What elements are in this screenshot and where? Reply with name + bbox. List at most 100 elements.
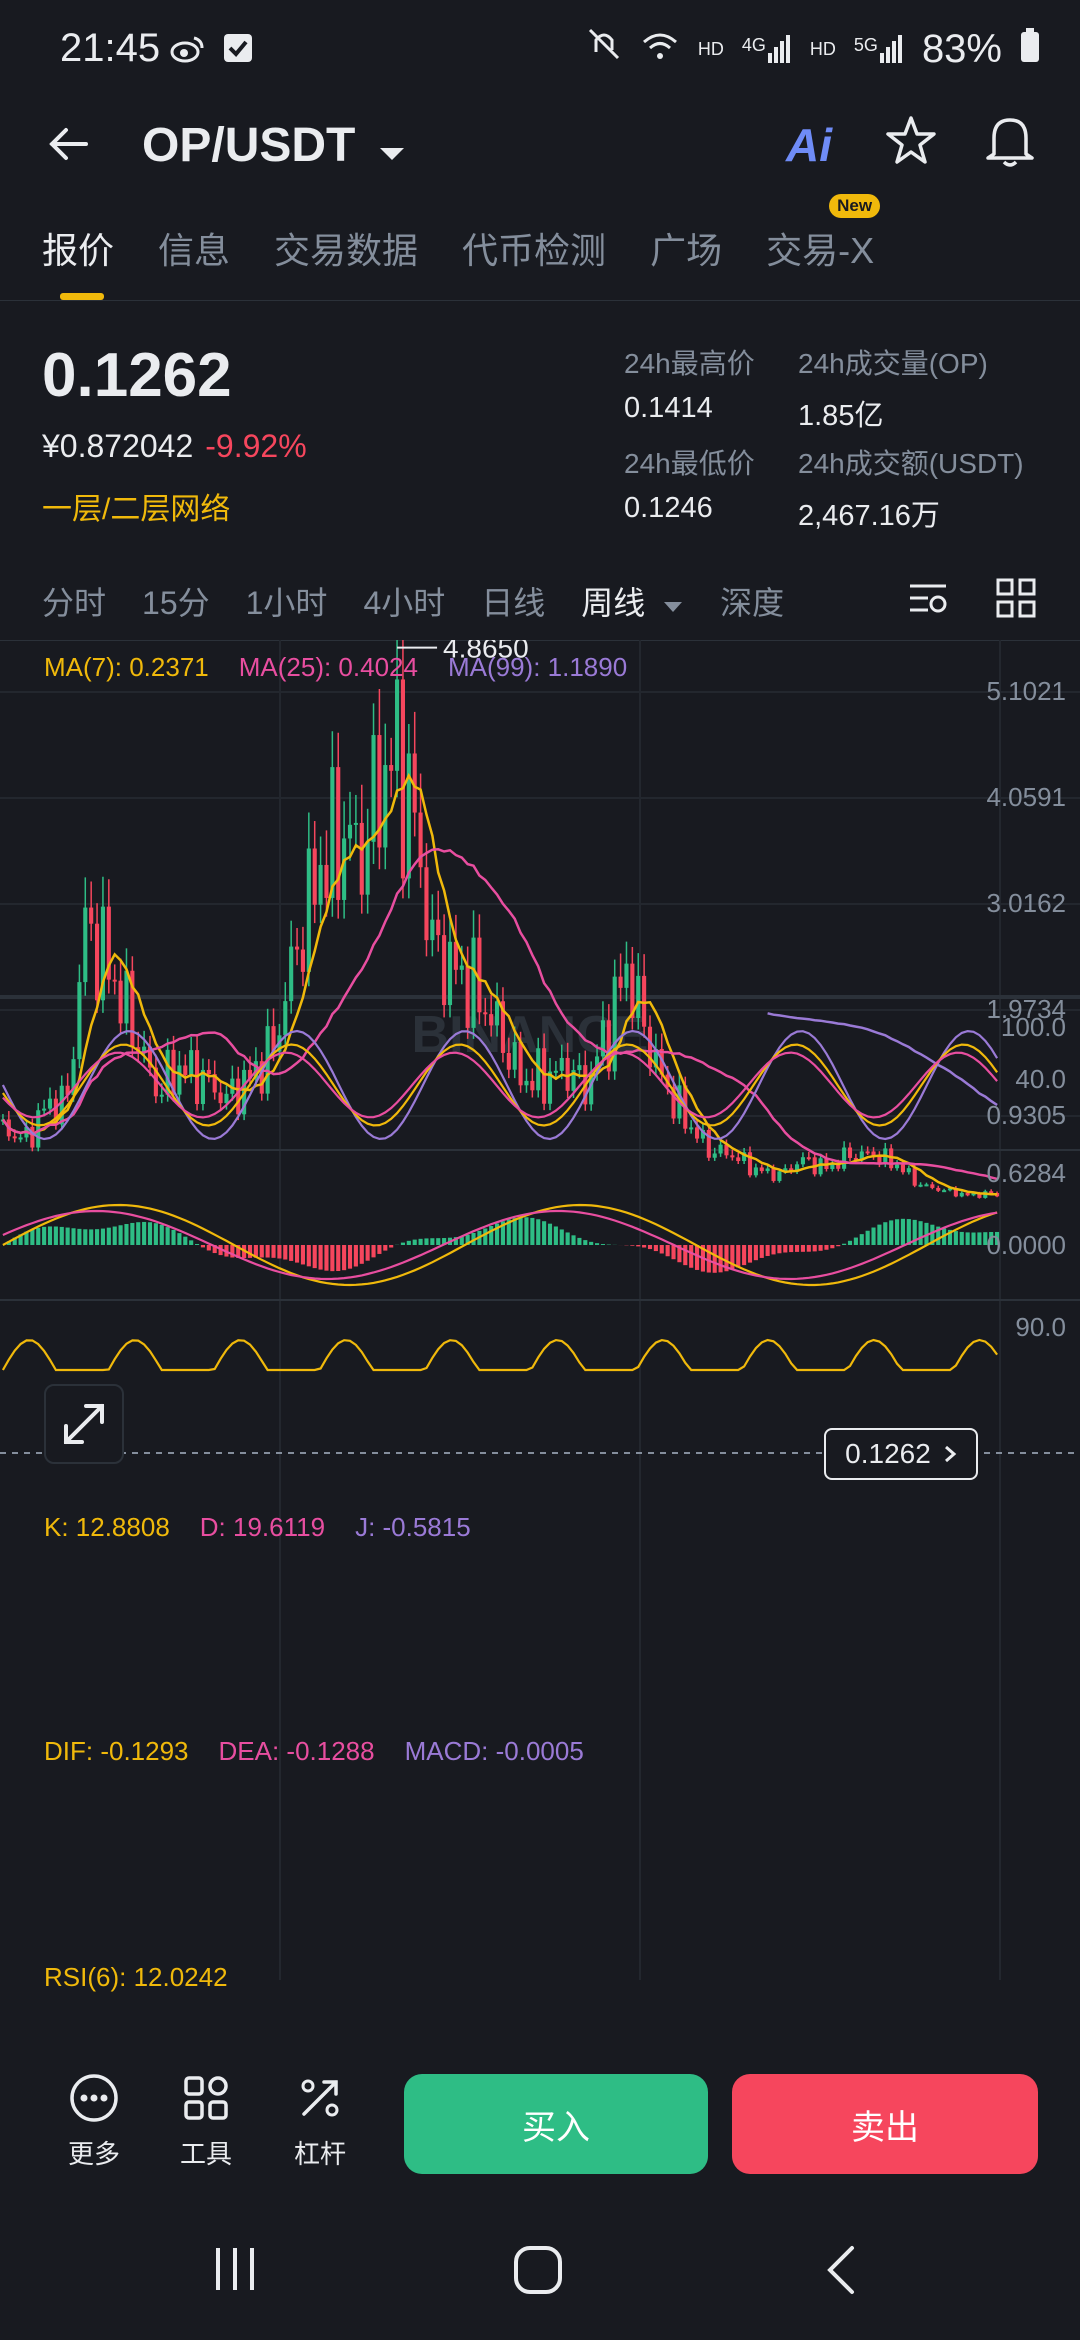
macd-bar: [53, 1226, 58, 1245]
candle-body: [900, 1164, 905, 1173]
interval-timeline[interactable]: 分时: [42, 585, 107, 621]
chart-grid: [0, 640, 1080, 1980]
candle-body: [477, 937, 482, 1013]
candle-body: [42, 1108, 47, 1111]
macd-bar: [824, 1245, 829, 1250]
macd-bar: [142, 1221, 147, 1245]
macd-bar: [47, 1226, 53, 1245]
candle-body: [859, 1151, 864, 1160]
candle-body: [736, 1157, 741, 1162]
candle-body: [589, 1072, 594, 1105]
macd-bar: [530, 1217, 535, 1245]
candle-body: [965, 1192, 970, 1196]
candle-body: [130, 970, 135, 1048]
leverage-button[interactable]: 杠杆: [294, 2072, 346, 2171]
interval-15m[interactable]: 15分: [142, 585, 210, 621]
price-axis-label: 1.9734: [986, 994, 1066, 1024]
candle-body: [695, 1127, 700, 1139]
candle-body: [271, 1026, 276, 1052]
candle-body: [595, 1056, 600, 1073]
interval-4h[interactable]: 4小时: [363, 585, 446, 621]
interval-1w[interactable]: 周线: [581, 578, 684, 624]
tab-quote[interactable]: 报价: [42, 222, 114, 300]
chart-settings-icon[interactable]: [906, 576, 950, 625]
rsi-line: [1, 1338, 998, 1372]
macd-bar: [18, 1234, 23, 1245]
candle-body: [124, 970, 129, 1024]
candle-body: [353, 822, 358, 825]
macd-bar: [77, 1228, 82, 1245]
network-tag[interactable]: 一层/二层网络: [42, 493, 231, 526]
more-button[interactable]: 更多: [68, 2072, 120, 2171]
sell-button[interactable]: 卖出: [732, 2074, 1038, 2174]
bell-icon[interactable]: [984, 112, 1036, 175]
candle-body: [159, 1094, 164, 1097]
grid-layout-icon[interactable]: [994, 576, 1038, 625]
ai-icon[interactable]: Ai: [786, 119, 832, 171]
tab-info[interactable]: 信息: [158, 230, 231, 271]
recent-apps-icon[interactable]: [210, 2244, 260, 2299]
price-cny: ¥0.872042: [42, 428, 194, 464]
kdj-d-line: [2, 1051, 998, 1119]
ma99-line: [767, 1012, 998, 1107]
macd-bar: [371, 1245, 376, 1258]
macd-axis-label: 0.0000: [986, 1230, 1066, 1260]
vol-op-value: 1.85亿: [798, 400, 884, 432]
candle-body: [289, 946, 294, 1002]
tab-square[interactable]: 广场: [650, 230, 723, 271]
tools-button[interactable]: 工具: [180, 2072, 232, 2171]
chevron-down-icon: [377, 121, 407, 176]
macd-bar: [806, 1245, 811, 1252]
expand-chart-button[interactable]: [44, 1384, 124, 1464]
macd-bar: [959, 1231, 964, 1245]
macd-bar: [418, 1238, 423, 1245]
high-value: 0.1414: [624, 392, 713, 424]
candle-body: [942, 1190, 947, 1193]
back-nav-icon[interactable]: [822, 2244, 862, 2301]
macd-bar: [989, 1231, 994, 1245]
macd-bar: [442, 1238, 447, 1245]
candles: 4.8650: [0, 640, 1000, 1199]
buy-button[interactable]: 买入: [404, 2074, 708, 2174]
interval-depth[interactable]: 深度: [720, 585, 785, 621]
candle-body: [771, 1168, 776, 1181]
candle-body: [430, 919, 435, 941]
battery-text: 83%: [921, 26, 1002, 71]
interval-1h[interactable]: 1小时: [245, 585, 328, 621]
macd-bar: [389, 1245, 394, 1248]
macd-bar: [547, 1223, 553, 1245]
tab-trading-data[interactable]: 交易数据: [274, 230, 419, 271]
candle-body: [600, 1020, 605, 1057]
macd-bar: [906, 1219, 911, 1245]
ma7-line: [1, 772, 998, 1196]
macd-bar: [577, 1237, 582, 1245]
macd-bar: [147, 1222, 153, 1245]
kline-chart[interactable]: BINANCE 4.8650 5.10214.05913.01621.97340…: [0, 640, 1080, 2044]
current-price-tag[interactable]: 0.1262: [824, 1428, 978, 1480]
macd-bar: [206, 1245, 211, 1251]
candle-body: [177, 1065, 182, 1095]
candle-body: [906, 1168, 911, 1173]
kdj-axis-label: 40.0: [1015, 1064, 1066, 1094]
tab-trade-x[interactable]: 交易-X New: [766, 194, 881, 274]
interval-1d[interactable]: 日线: [481, 585, 546, 621]
status-right: HD 4G HD 5G 83%: [586, 26, 1040, 72]
kdj-k-label: K: 12.8808: [44, 1512, 170, 1542]
home-icon[interactable]: [512, 2244, 564, 2301]
macd-bar: [995, 1231, 1000, 1245]
macd-bar: [483, 1228, 488, 1245]
candle-body: [65, 1085, 70, 1095]
candle-body: [977, 1193, 982, 1198]
candle-body: [577, 1065, 582, 1071]
macd-bar: [471, 1232, 476, 1245]
macd-bar: [212, 1245, 217, 1254]
macd-bar: [977, 1232, 982, 1245]
candle-body: [753, 1167, 758, 1176]
star-icon[interactable]: [884, 114, 938, 173]
macd-bar: [742, 1245, 747, 1266]
candle-body: [36, 1110, 41, 1148]
pair-title[interactable]: OP/USDT: [142, 118, 407, 176]
back-arrow-icon[interactable]: [42, 118, 94, 175]
tab-token-check[interactable]: 代币检测: [462, 230, 607, 271]
interval-bar: 分时 15分 1小时 4小时 日线 周线 深度: [42, 578, 784, 624]
